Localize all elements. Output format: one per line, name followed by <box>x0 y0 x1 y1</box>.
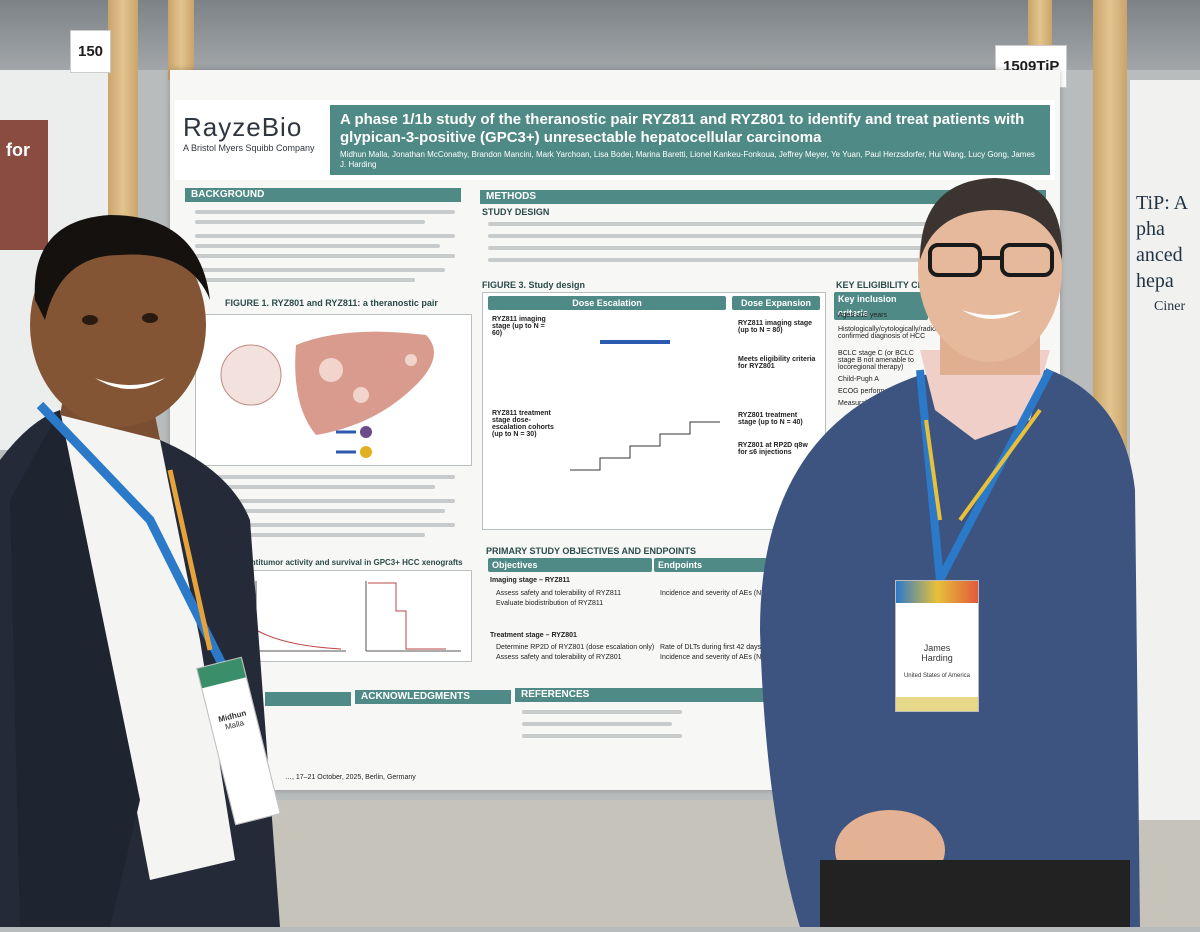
expansion-imaging-box: RYZ811 imaging stage (up to N = 80) <box>738 320 813 334</box>
figure1-caption: FIGURE 1. RYZ801 and RYZ811: a theranost… <box>225 298 438 308</box>
right-badge-country: United States of America <box>903 673 971 679</box>
person-right-figure <box>760 178 1140 927</box>
objective-4: Assess safety and tolerability of RYZ801 <box>496 654 622 661</box>
left-poster-text: for <box>6 140 30 160</box>
disclosures-heading <box>265 692 351 706</box>
references-heading: REFERENCES <box>515 688 771 702</box>
figure1-liver-diagram <box>195 314 472 466</box>
acknowledgments-heading: ACKNOWLEDGMENTS <box>355 690 511 704</box>
inclusion-3: BCLC stage C (or BCLC stage B not amenab… <box>838 350 914 371</box>
imaging-stage-objectives: Imaging stage – RYZ811 <box>490 577 570 584</box>
figure2-caption: Antitumor activity and survival in GPC3+… <box>245 558 463 567</box>
figure3-study-design <box>482 292 826 530</box>
primary-objectives-heading: PRIMARY STUDY OBJECTIVES AND ENDPOINTS <box>486 546 697 556</box>
objective-1: Assess safety and tolerability of RYZ811 <box>496 590 622 597</box>
endpoint-3: Incidence and severity of AEs (NCI-CTCAE… <box>660 654 797 661</box>
dose-level-staircase <box>570 421 720 471</box>
endpoint-1: Incidence and severity of AEs (NCI-CTCAE… <box>660 590 797 597</box>
methods-heading: METHODS <box>480 190 1046 204</box>
poster-authors: Midhun Malla, Jonathan McConathy, Brando… <box>340 150 1035 169</box>
treatment-stage-objectives: Treatment stage – RYZ801 <box>490 632 577 639</box>
endpoint-2: Rate of DLTs during first 42 days <box>660 644 762 651</box>
right-badge-first: James <box>923 643 951 653</box>
liver-illustration <box>220 331 434 458</box>
rayzebio-logo: RayzeBio A Bristol Myers Squibb Company <box>183 112 315 153</box>
key-inclusion-header: Key inclusion criteria <box>834 292 928 320</box>
objectives-header: Objectives <box>488 558 652 572</box>
frame-beam-left-2 <box>168 0 194 80</box>
poster-footer: …, 17–21 October, 2025, Berlin, Germany <box>285 774 416 781</box>
treatment-stage-box: RYZ811 treatment stage dose-escalation c… <box>492 410 554 438</box>
inclusion-2: Histologically/cytologically/radiologica… <box>838 326 961 340</box>
poster-title-band: A phase 1/1b study of the theranostic pa… <box>330 105 1050 175</box>
imaging-stage-box: RYZ811 imaging stage (up to N = 60) <box>492 316 546 337</box>
left-neighbor-poster: for <box>0 120 48 250</box>
right-poster-board <box>1130 80 1200 820</box>
poster-title: A phase 1/1b study of the theranostic pa… <box>340 111 1025 146</box>
expansion-treatment-box: RYZ801 treatment stage (up to N = 40) <box>738 412 803 426</box>
poster-header: RayzeBio A Bristol Myers Squibb Company … <box>175 100 1055 180</box>
eligibility-box: Meets eligibility criteria for RYZ801 <box>738 356 816 370</box>
person-right-james-harding: James Harding United States of America <box>740 160 1140 927</box>
background-heading: BACKGROUND <box>185 188 461 202</box>
figure2-xenograft-plots <box>245 570 472 662</box>
right-badge-last: Harding <box>921 653 953 663</box>
objective-3: Determine RP2D of RYZ801 (dose escalatio… <box>496 644 655 651</box>
study-design-heading: STUDY DESIGN <box>482 207 550 217</box>
key-eligibility-heading: KEY ELIGIBILITY CRITERIA <box>836 280 954 290</box>
figure3-caption: FIGURE 3. Study design <box>482 280 586 290</box>
rp2d-box: RYZ801 at RP2D q8w for ≤6 injections <box>738 442 808 456</box>
person-left-midhun: Midhun Malla <box>0 0 300 927</box>
inclusion-1: Aged ≥18 years <box>838 312 887 319</box>
person-left-figure <box>0 215 280 927</box>
dose-escalation-label: Dose Escalation <box>488 296 726 310</box>
right-neighbor-poster-text: TiP: A pha anced hepa Ciner <box>1136 192 1187 314</box>
inclusion-5: ECOG performance status <box>838 388 921 395</box>
dose-expansion-label: Dose Expansion <box>732 296 820 310</box>
board-number-left: 150 <box>70 30 112 73</box>
inclusion-4: Child-Pugh A <box>838 376 879 383</box>
objective-2: Evaluate biodistribution of RYZ811 <box>496 600 604 607</box>
name-badge-right: James Harding United States of America <box>895 580 979 712</box>
